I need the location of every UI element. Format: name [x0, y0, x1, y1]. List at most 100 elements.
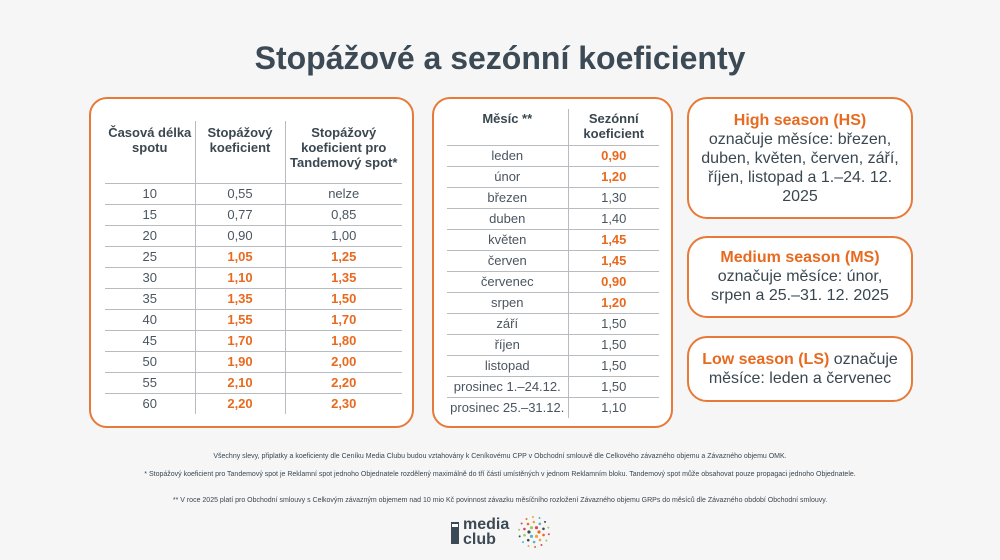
page-title: Stopážové a sezónní koeficienty	[254, 40, 746, 76]
logo-dot	[532, 540, 536, 544]
cell-month: duben	[447, 207, 569, 229]
low-season-box: Low season (LS) označuje měsíce: leden a…	[687, 336, 913, 402]
cell-month: prosinec 25.–31.12.	[447, 396, 569, 418]
logo-dot	[537, 530, 541, 534]
logo-dot	[520, 522, 523, 525]
cell-tandem: 1,35	[285, 266, 402, 288]
cell-tandem: 1,25	[285, 245, 402, 267]
cell-length: 10	[105, 182, 196, 204]
cell-seasonal-coef: 1,40	[568, 207, 659, 229]
cell-coef: 1,55	[195, 308, 286, 330]
cell-coef: 0,55	[195, 182, 286, 204]
cell-tandem: 2,30	[285, 392, 402, 414]
logo-dot	[529, 534, 534, 538]
table-row: 35 1,35 1,50	[105, 287, 402, 309]
table-row: 50 1,90 2,00	[105, 350, 402, 372]
media-club-logo: media club	[451, 515, 551, 551]
table-row: květen 1,45	[447, 228, 659, 250]
table-row: 40 1,55 1,70	[105, 308, 402, 330]
cell-seasonal-coef: 1,50	[568, 333, 659, 355]
table-row: 60 2,20 2,30	[105, 392, 402, 414]
cell-tandem: 0,85	[285, 203, 402, 225]
logo-dot	[527, 530, 531, 534]
cell-coef: 1,35	[195, 287, 286, 309]
logo-dot	[540, 544, 543, 547]
cell-seasonal-coef: 0,90	[568, 270, 659, 292]
footnote-general: Všechny slevy, připlatky a koeficienty d…	[213, 453, 787, 460]
cell-month: říjen	[447, 333, 569, 355]
logo-dot	[531, 516, 534, 519]
logo-dot	[523, 533, 526, 537]
cell-month: červenec	[447, 270, 569, 292]
logo-dot	[538, 538, 542, 542]
cell-length: 45	[105, 329, 196, 351]
cell-seasonal-coef: 1,50	[568, 375, 659, 397]
cell-length: 20	[105, 224, 196, 246]
logo-dot	[547, 526, 550, 529]
cell-tandem: nelze	[285, 182, 402, 204]
cell-month: srpen	[447, 291, 569, 313]
cell-seasonal-coef: 1,50	[568, 354, 659, 376]
spot-length-table: Časová délka spotu Stopážový koeficient …	[105, 121, 402, 414]
cell-length: 60	[105, 392, 196, 414]
logo-dot	[544, 520, 547, 523]
logo-dot	[542, 527, 545, 531]
table-row: 15 0,77 0,85	[105, 203, 402, 225]
cell-tandem: 1,80	[285, 329, 402, 351]
table-row: červen 1,45	[447, 249, 659, 271]
cell-month: prosinec 1.–24.12.	[447, 375, 569, 397]
cell-month: únor	[447, 165, 569, 187]
cell-month: červen	[447, 249, 569, 271]
logo-dot	[532, 520, 536, 524]
cell-tandem: 2,00	[285, 350, 402, 372]
table-row: 10 0,55 nelze	[105, 182, 402, 204]
cell-length: 50	[105, 350, 196, 372]
cell-seasonal-coef: 1,10	[568, 396, 659, 418]
spot-length-table-panel: Časová délka spotu Stopážový koeficient …	[89, 97, 414, 428]
table-row: srpen 1,20	[447, 291, 659, 313]
table-row: únor 1,20	[447, 165, 659, 187]
table-row: prosinec 1.–24.12. 1,50	[447, 375, 659, 397]
cell-seasonal-coef: 1,30	[568, 186, 659, 208]
medium-season-heading: Medium season (MS)	[720, 249, 880, 266]
cell-coef: 1,05	[195, 245, 286, 267]
logo-dot	[529, 526, 534, 530]
logo-dot	[534, 545, 537, 548]
table-row: 30 1,10 1,35	[105, 266, 402, 288]
table-row: duben 1,40	[447, 207, 659, 229]
cell-month: květen	[447, 228, 569, 250]
table-row: 20 0,90 1,00	[105, 224, 402, 246]
cell-length: 30	[105, 266, 196, 288]
high-season-heading: High season (HS)	[733, 112, 867, 129]
cell-coef: 0,90	[195, 224, 286, 246]
logo-dot	[525, 517, 528, 520]
cell-seasonal-coef: 1,50	[568, 312, 659, 334]
cell-tandem: 1,00	[285, 224, 402, 246]
table-row: 25 1,05 1,25	[105, 245, 402, 267]
col-header-coef: Stopážový koeficient	[195, 121, 286, 183]
col-header-length: Časová délka spotu	[105, 121, 196, 183]
cell-coef: 2,10	[195, 371, 286, 393]
cell-coef: 1,70	[195, 329, 286, 351]
low-season-heading: Low season (LS)	[702, 351, 830, 368]
cell-coef: 0,77	[195, 203, 286, 225]
table-row: listopad 1,50	[447, 354, 659, 376]
seasonal-table: Měsíc ** Sezónní koeficient leden 0,90 úno…	[447, 109, 659, 418]
table-row: říjen 1,50	[447, 333, 659, 355]
low-season-text: označuje měsíce: leden a červenec	[708, 351, 898, 387]
logo-dot	[538, 522, 542, 526]
logo-dot	[547, 533, 550, 536]
high-season-box: High season (HS) označuje měsíce: březen…	[687, 97, 913, 219]
cell-tandem: 2,20	[285, 371, 402, 393]
logo-dot	[527, 544, 530, 547]
logo-dot	[545, 539, 548, 542]
logo-dot	[534, 526, 539, 530]
cell-coef: 1,10	[195, 266, 286, 288]
cell-tandem: 1,70	[285, 308, 402, 330]
logo-wordmark: media club	[463, 516, 510, 548]
medium-season-box: Medium season (MS) označuje měsíce: únor…	[687, 236, 913, 318]
dots-circle-icon	[518, 516, 550, 548]
cell-tandem: 1,50	[285, 287, 402, 309]
cell-seasonal-coef: 1,20	[568, 291, 659, 313]
cell-length: 35	[105, 287, 196, 309]
